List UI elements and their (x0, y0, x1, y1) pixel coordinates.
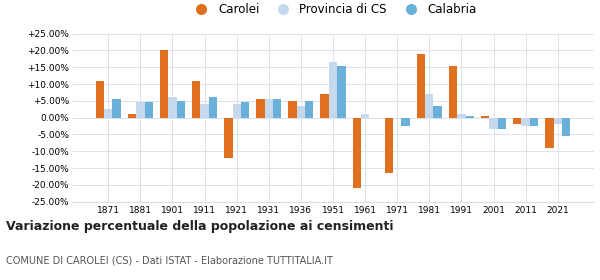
Bar (112, 99, 121, 118)
Bar (192, 81, 200, 118)
Legend: Carolei, Provincia di CS, Calabria: Carolei, Provincia di CS, Calabria (185, 0, 481, 21)
Bar (329, 62, 337, 118)
Bar (481, 116, 490, 118)
Bar (361, 114, 369, 118)
Bar (562, 118, 570, 136)
Bar (337, 66, 346, 118)
Bar (498, 118, 506, 129)
Bar (209, 97, 217, 118)
Bar (490, 118, 498, 129)
Bar (401, 118, 410, 126)
Bar (168, 97, 176, 118)
Bar (256, 99, 265, 118)
Bar (385, 118, 393, 173)
Bar (104, 109, 112, 118)
Bar (433, 106, 442, 118)
Bar (128, 114, 136, 118)
Bar (200, 104, 209, 118)
Text: Variazione percentuale della popolazione ai censimenti: Variazione percentuale della popolazione… (6, 220, 394, 233)
Bar (513, 118, 521, 124)
Bar (145, 102, 153, 118)
Bar (224, 118, 233, 158)
Bar (241, 102, 249, 118)
Bar (425, 94, 433, 118)
Bar (289, 101, 297, 118)
Bar (297, 106, 305, 118)
Bar (545, 118, 554, 148)
Bar (176, 101, 185, 118)
Bar (530, 118, 538, 126)
Bar (320, 94, 329, 118)
Bar (305, 101, 313, 118)
Bar (521, 118, 530, 126)
Text: COMUNE DI CAROLEI (CS) - Dati ISTAT - Elaborazione TUTTITALIA.IT: COMUNE DI CAROLEI (CS) - Dati ISTAT - El… (6, 255, 333, 265)
Bar (353, 118, 361, 188)
Bar (457, 114, 466, 118)
Bar (160, 50, 168, 118)
Bar (136, 102, 145, 118)
Bar (233, 104, 241, 118)
Bar (466, 116, 474, 118)
Bar (96, 81, 104, 118)
Bar (554, 118, 562, 124)
Bar (273, 99, 281, 118)
Bar (417, 54, 425, 118)
Bar (265, 99, 273, 118)
Bar (449, 66, 457, 118)
